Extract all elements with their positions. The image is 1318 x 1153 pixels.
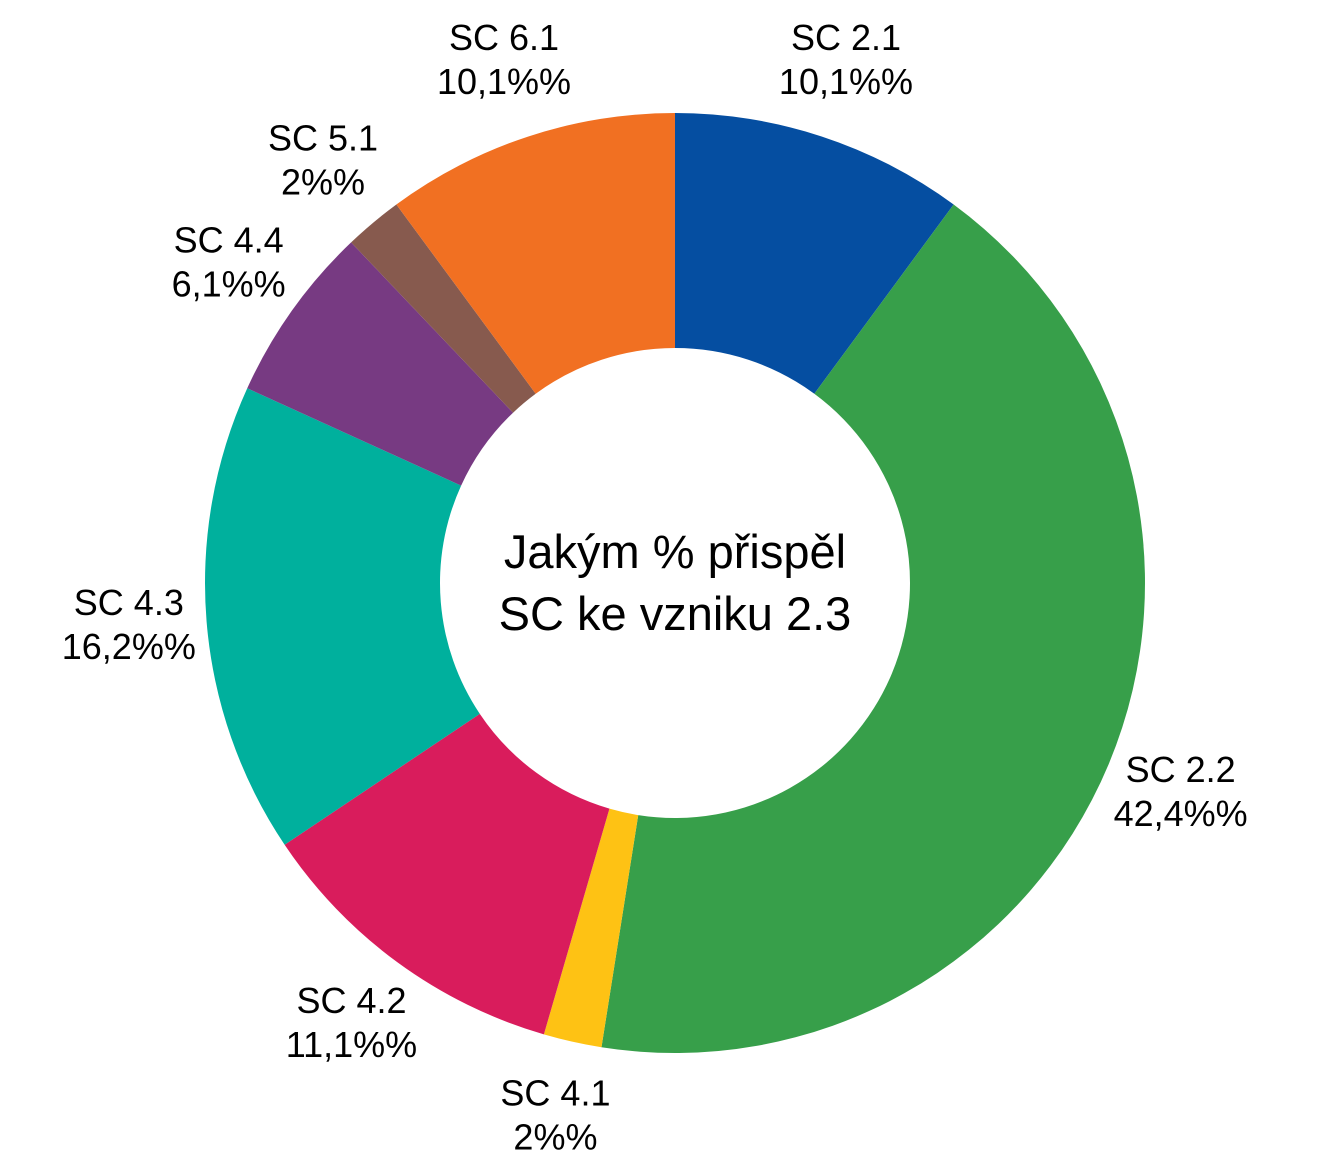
donut-slice (247, 242, 514, 486)
slice-value-label: 10,1%% (779, 61, 913, 102)
slice-label: SC 6.1 (449, 17, 559, 58)
slice-value-label: 2%% (513, 1116, 597, 1153)
donut-slice (675, 113, 954, 394)
slice-label: SC 4.4 (174, 220, 284, 261)
slice-label: SC 2.2 (1126, 749, 1236, 790)
donut-slice (396, 113, 675, 394)
center-box: Jakým % přispěl SC ke vzniku 2.3 (498, 525, 852, 640)
donut-slice (204, 388, 480, 845)
slice-label: SC 5.1 (268, 117, 378, 158)
slice-value-label: 11,1%% (286, 1024, 417, 1065)
donut-slice (284, 713, 610, 1035)
donut-slice (351, 204, 536, 413)
chart-title: Jakým % přispěl SC ke vzniku 2.3 (498, 525, 852, 640)
donut-slice (601, 204, 1145, 1053)
slice-label: SC 4.1 (500, 1072, 610, 1113)
slice-label: SC 2.1 (791, 17, 901, 58)
slice-value-label: 10,1%% (437, 61, 571, 102)
slice-value-label: 42,4%% (1114, 793, 1248, 834)
slice-value-label: 6,1%% (172, 264, 286, 305)
slice-value-label: 2%% (281, 161, 365, 202)
donut-slice (543, 808, 639, 1048)
slice-value-label: 16,2%% (62, 626, 196, 667)
slice-label: SC 4.3 (74, 582, 184, 623)
slice-label: SC 4.2 (296, 980, 406, 1021)
